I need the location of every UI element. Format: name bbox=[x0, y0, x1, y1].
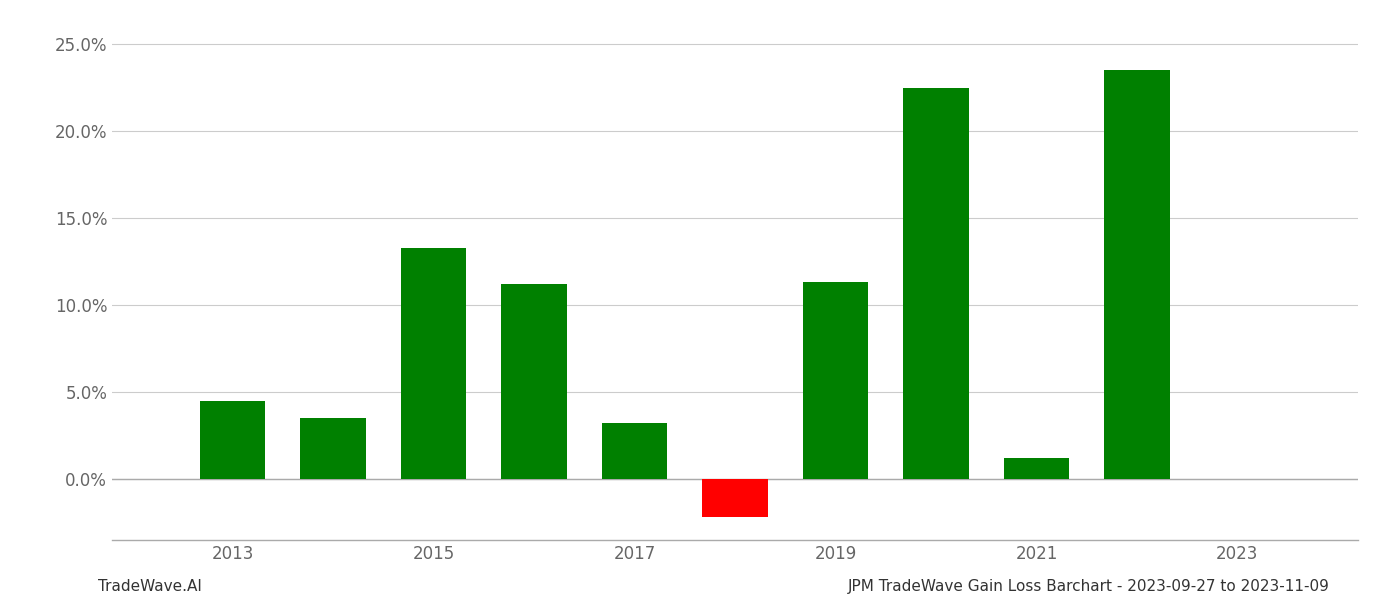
Text: TradeWave.AI: TradeWave.AI bbox=[98, 579, 202, 594]
Bar bbox=[301, 418, 365, 479]
Bar bbox=[903, 88, 969, 479]
Bar bbox=[703, 479, 767, 517]
Bar bbox=[501, 284, 567, 479]
Bar bbox=[1105, 70, 1169, 479]
Text: JPM TradeWave Gain Loss Barchart - 2023-09-27 to 2023-11-09: JPM TradeWave Gain Loss Barchart - 2023-… bbox=[848, 579, 1330, 594]
Bar bbox=[200, 401, 265, 479]
Bar bbox=[602, 424, 668, 479]
Bar bbox=[400, 248, 466, 479]
Bar bbox=[802, 283, 868, 479]
Bar bbox=[1004, 458, 1070, 479]
